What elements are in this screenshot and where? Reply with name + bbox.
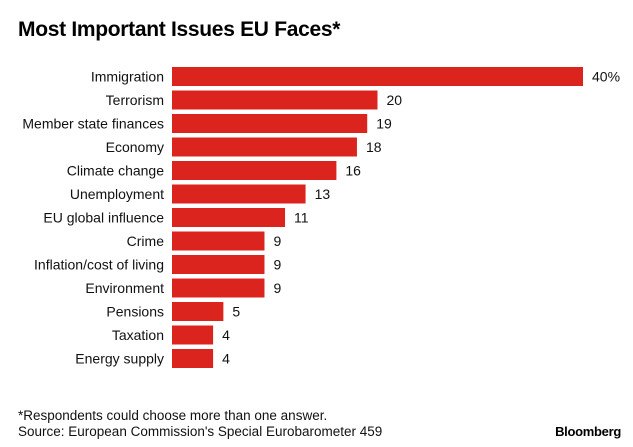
bar <box>172 184 306 204</box>
value-label: 18 <box>366 139 382 155</box>
bar <box>172 208 286 227</box>
value-label: 9 <box>273 233 281 249</box>
value-label: 20 <box>387 92 403 108</box>
category-label: Pensions <box>106 304 164 320</box>
category-label: Member state finances <box>22 116 164 132</box>
category-label: Energy supply <box>75 351 164 367</box>
category-label: Economy <box>106 139 164 155</box>
bar <box>172 67 583 86</box>
footnote-note: *Respondents could choose more than one … <box>18 408 328 423</box>
value-label: 4 <box>222 327 230 343</box>
bar <box>172 161 337 180</box>
value-label: 40% <box>592 69 620 85</box>
bar <box>172 137 357 157</box>
value-label: 13 <box>315 186 331 202</box>
category-label: Environment <box>85 280 164 296</box>
bar <box>172 302 224 321</box>
bar <box>172 90 378 110</box>
category-label: Immigration <box>91 69 164 85</box>
value-label: 16 <box>345 163 361 179</box>
value-label: 9 <box>273 280 281 296</box>
footnote-source: Source: European Commission's Special Eu… <box>18 424 383 439</box>
bar-chart: Immigration 40% Terrorism 20 Member state fi… <box>22 67 620 368</box>
value-label: 4 <box>222 351 230 367</box>
bar <box>172 231 265 251</box>
category-label: EU global influence <box>43 210 164 226</box>
bar <box>172 114 368 133</box>
chart-title: Most Important Issues EU Faces* <box>18 18 341 41</box>
category-label: Terrorism <box>106 92 164 108</box>
value-label: 9 <box>273 257 281 273</box>
category-label: Taxation <box>112 327 164 343</box>
bar <box>172 255 265 274</box>
bloomberg-logo: Bloomberg <box>555 424 621 439</box>
category-label: Inflation/cost of living <box>34 257 164 273</box>
footnote: *Respondents could choose more than one … <box>18 408 382 440</box>
bar <box>172 349 214 368</box>
bar <box>172 278 265 298</box>
value-label: 19 <box>376 116 392 132</box>
category-label: Unemployment <box>70 186 164 202</box>
value-label: 5 <box>232 304 240 320</box>
category-label: Crime <box>127 233 165 249</box>
category-label: Climate change <box>67 163 164 179</box>
value-label: 11 <box>294 210 309 226</box>
bar <box>172 325 214 345</box>
